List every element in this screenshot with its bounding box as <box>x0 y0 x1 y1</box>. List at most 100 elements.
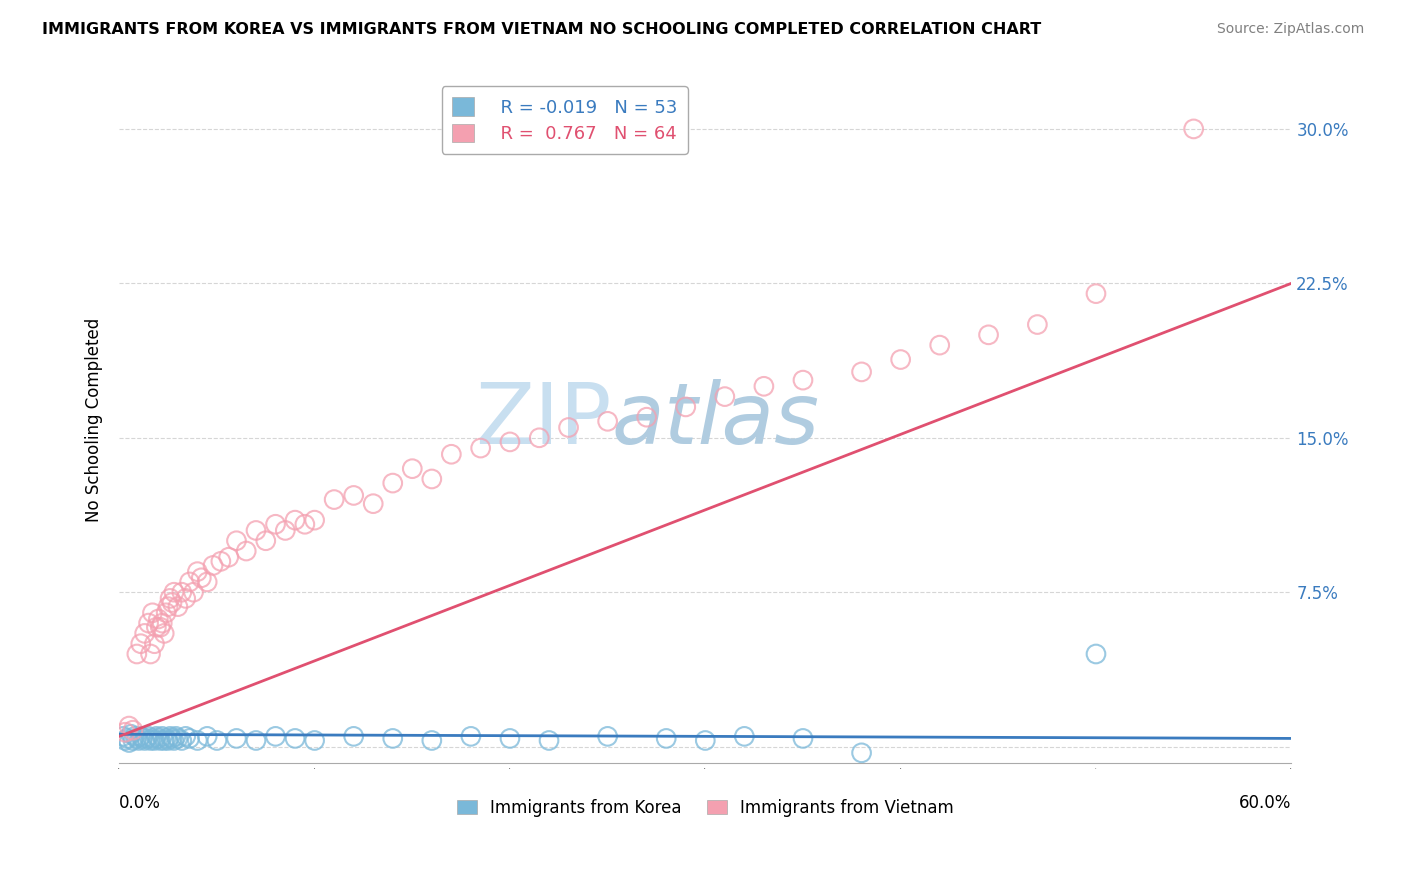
Text: 0.0%: 0.0% <box>120 794 162 812</box>
Point <box>159 730 181 744</box>
Point <box>186 565 208 579</box>
Point <box>284 513 307 527</box>
Point <box>174 730 197 744</box>
Point <box>190 571 212 585</box>
Point <box>141 731 163 746</box>
Point <box>851 746 873 760</box>
Point <box>145 730 167 744</box>
Point <box>160 595 183 609</box>
Point <box>155 731 177 746</box>
Point <box>138 616 160 631</box>
Text: Source: ZipAtlas.com: Source: ZipAtlas.com <box>1216 22 1364 37</box>
Point <box>323 492 346 507</box>
Point <box>714 390 737 404</box>
Point <box>752 379 775 393</box>
Point <box>114 725 136 739</box>
Point <box>733 730 755 744</box>
Point <box>183 585 205 599</box>
Point <box>149 733 172 747</box>
Point <box>132 731 155 746</box>
Point <box>135 731 157 746</box>
Point <box>118 719 141 733</box>
Point <box>145 620 167 634</box>
Point <box>851 365 873 379</box>
Point <box>294 517 316 532</box>
Point <box>159 591 181 606</box>
Point <box>1085 286 1108 301</box>
Point <box>655 731 678 746</box>
Point <box>134 626 156 640</box>
Legend: Immigrants from Korea, Immigrants from Vietnam: Immigrants from Korea, Immigrants from V… <box>450 792 960 823</box>
Point <box>115 731 138 746</box>
Point <box>440 447 463 461</box>
Point <box>179 731 201 746</box>
Point <box>153 733 176 747</box>
Point <box>139 647 162 661</box>
Point <box>118 735 141 749</box>
Point <box>129 637 152 651</box>
Point <box>125 731 148 746</box>
Point <box>1182 122 1205 136</box>
Point <box>202 558 225 573</box>
Point <box>596 730 619 744</box>
Point <box>304 733 326 747</box>
Point <box>139 733 162 747</box>
Point <box>143 733 166 747</box>
Point <box>114 733 136 747</box>
Point <box>225 731 247 746</box>
Text: atlas: atlas <box>612 379 820 462</box>
Point <box>401 461 423 475</box>
Point <box>163 585 186 599</box>
Text: ZIP: ZIP <box>475 379 612 462</box>
Y-axis label: No Schooling Completed: No Schooling Completed <box>86 318 103 523</box>
Point <box>157 733 180 747</box>
Point <box>695 733 717 747</box>
Text: 60.0%: 60.0% <box>1239 794 1291 812</box>
Point <box>381 731 404 746</box>
Point <box>165 730 187 744</box>
Point <box>245 524 267 538</box>
Point <box>124 730 146 744</box>
Point <box>381 476 404 491</box>
Point <box>928 338 950 352</box>
Point <box>112 730 135 744</box>
Point <box>195 574 218 589</box>
Point <box>163 733 186 747</box>
Point <box>274 524 297 538</box>
Point <box>134 733 156 747</box>
Point <box>264 730 287 744</box>
Point <box>792 373 814 387</box>
Point <box>460 730 482 744</box>
Point <box>636 410 658 425</box>
Point <box>150 730 173 744</box>
Point <box>1085 647 1108 661</box>
Point <box>167 731 190 746</box>
Point <box>225 533 247 548</box>
Point <box>890 352 912 367</box>
Point <box>195 730 218 744</box>
Point <box>157 599 180 614</box>
Point <box>420 472 443 486</box>
Point <box>174 591 197 606</box>
Point <box>148 731 170 746</box>
Point <box>129 730 152 744</box>
Point <box>499 434 522 449</box>
Point <box>596 414 619 428</box>
Point <box>218 550 240 565</box>
Point <box>977 327 1000 342</box>
Point <box>470 441 492 455</box>
Point <box>343 488 366 502</box>
Point <box>128 733 150 747</box>
Point <box>675 400 697 414</box>
Point <box>148 612 170 626</box>
Point <box>537 733 560 747</box>
Point <box>245 733 267 747</box>
Point <box>120 727 142 741</box>
Point <box>1026 318 1049 332</box>
Point <box>149 620 172 634</box>
Point <box>143 637 166 651</box>
Point <box>235 544 257 558</box>
Point <box>254 533 277 548</box>
Point <box>264 517 287 532</box>
Point <box>284 731 307 746</box>
